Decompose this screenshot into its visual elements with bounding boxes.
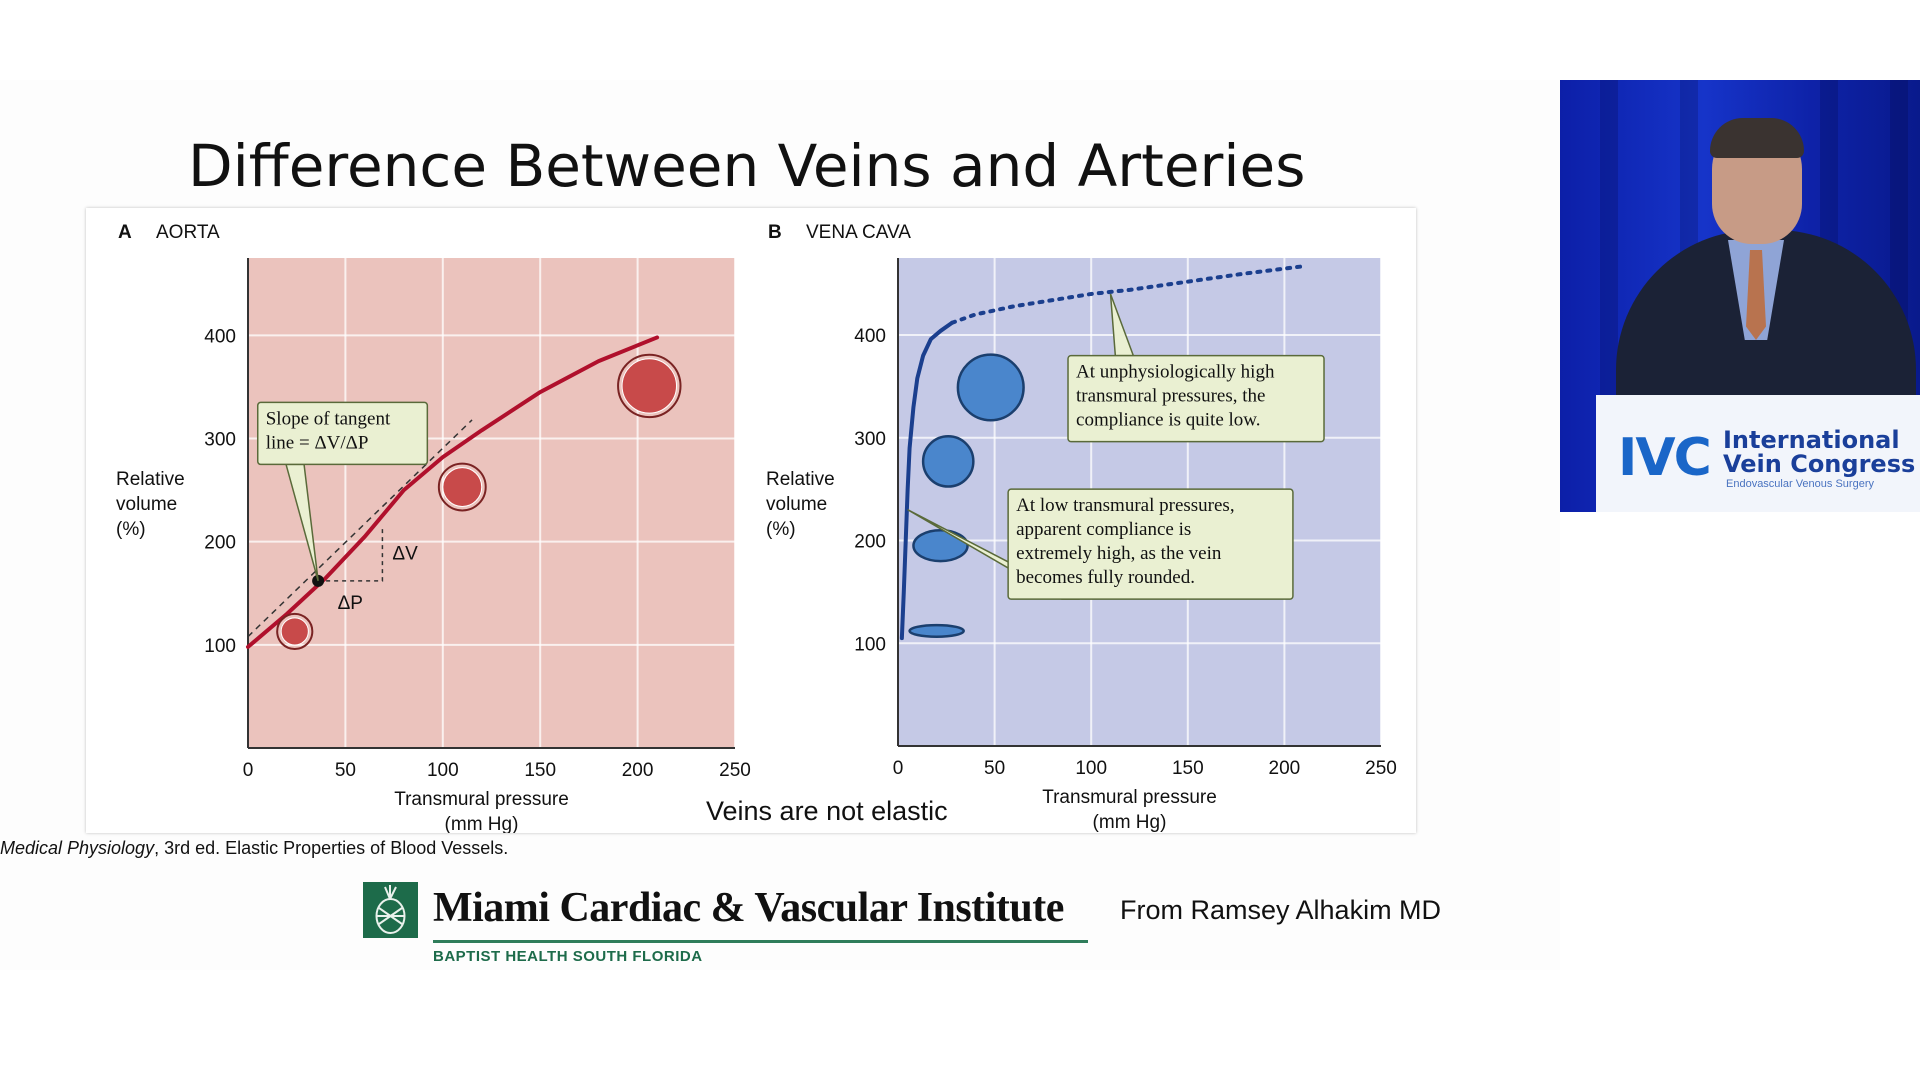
slide-note: Veins are not elastic (706, 796, 948, 826)
slide-credit: From Ramsey Alhakim MD (1120, 895, 1442, 925)
speaker-tie (1746, 250, 1766, 340)
congress-name-line1: International (1723, 426, 1900, 454)
vena-cava-x-tick-label: 100 (1075, 758, 1107, 779)
institute-subtitle: BAPTIST HEALTH SOUTH FLORIDA (433, 948, 703, 965)
aorta-volume-curve (246, 335, 660, 649)
vena-cava-callout-text: becomes fully rounded. (1016, 567, 1195, 588)
vena-cava-x-tick-label: 0 (893, 758, 904, 779)
aorta-x-tick-label: 150 (524, 760, 556, 781)
aorta-delta-triangle (318, 526, 384, 582)
aorta-y-tick-label: 300 (204, 430, 236, 451)
vena-cava-y-tick-label: 100 (854, 634, 886, 655)
aorta-x-tick-label: 200 (622, 760, 654, 781)
institute-logo: Miami Cardiac & Vascular Institute BAPTI… (363, 880, 1088, 970)
aorta-vessel-cross-section (437, 462, 487, 512)
aorta-y-axis-label: (%) (116, 519, 146, 540)
citation: Medical Physiology, 3rd ed. Elastic Prop… (0, 838, 508, 859)
aorta-tangent-line (247, 419, 473, 638)
vena-cava-y-axis-label: Relative (766, 469, 835, 490)
vena-cava-panel-title: VENA CAVA (806, 222, 911, 243)
aorta-callout-box (256, 401, 429, 466)
vena-cava-y-tick-label: 400 (854, 326, 886, 347)
vena-cava-vessel-cross-section (956, 353, 1025, 422)
vena-cava-y-axis-label: volume (766, 494, 827, 515)
vena-cava-vessel-cross-section (912, 528, 969, 563)
aorta-callout-text: Slope of tangent (266, 408, 391, 429)
vena-cava-vessel-cross-section (908, 623, 965, 638)
speaker-hair (1710, 118, 1804, 158)
vena-cava-y-tick-label: 300 (854, 429, 886, 450)
aorta-panel-title: AORTA (156, 222, 220, 243)
vena-cava-callout-text: At unphysiologically high (1076, 362, 1275, 383)
aorta-vessel-cross-section (442, 467, 483, 507)
vena-cava-callout-box (1067, 354, 1325, 443)
aorta-x-axis-unit: (mm Hg) (445, 814, 519, 833)
vena-cava-callout-text: compliance is quite low. (1076, 410, 1261, 431)
citation-book: Medical Physiology (0, 838, 155, 858)
congress-tagline: Endovascular Venous Surgery (1726, 478, 1874, 490)
vena-cava-x-tick-label: 50 (984, 758, 1005, 779)
slide-title: Difference Between Veins and Arteries (188, 132, 1306, 200)
aorta-x-tick-label: 50 (335, 760, 356, 781)
aorta-y-tick-label: 400 (204, 326, 236, 347)
vena-cava-callout-text: At low transmural pressures, (1016, 495, 1234, 516)
congress-name-line2: Vein Congress (1723, 450, 1916, 478)
aorta-delta-v-label: ΔV (392, 544, 418, 565)
vena-cava-volume-curve (899, 320, 955, 641)
institute-name: Miami Cardiac & Vascular Institute (433, 885, 1064, 931)
aorta-vessel-cross-section (617, 353, 682, 419)
ivc-mark: IVC (1618, 428, 1712, 488)
aorta-x-tick-label: 0 (243, 760, 254, 781)
podium (1596, 395, 1920, 512)
aorta-callout-text: line = ΔV/ΔP (266, 432, 369, 453)
vena-cava-volume-curve (950, 264, 1306, 325)
aorta-vessel-cross-section (621, 358, 678, 414)
vena-cava-x-tick-label: 250 (1365, 758, 1397, 779)
vena-cava-callout-box (1007, 488, 1294, 600)
aorta-panel-letter: A (118, 222, 132, 243)
aorta-x-axis-label: Transmural pressure (394, 789, 569, 810)
citation-detail: , 3rd ed. Elastic Properties of Blood Ve… (154, 838, 509, 858)
pineapple-icon (363, 882, 418, 938)
aorta-y-axis-label: Relative (116, 469, 185, 490)
vena-cava-x-tick-label: 150 (1172, 758, 1204, 779)
speaker-video: IVC International Vein Congress Endovasc… (1560, 80, 1920, 512)
vena-cava-vessel-cross-section (921, 435, 975, 488)
aorta-y-tick-label: 100 (204, 636, 236, 657)
aorta-vessel-cross-section (276, 612, 314, 651)
logo-rule (433, 940, 1088, 943)
aorta-plot-area (248, 258, 735, 748)
physiology-figure: 0 50 100 150 200 250 100 200 300 400 A AORTA Relativ… (116, 222, 1397, 833)
aorta-x-tick-label: 250 (719, 760, 751, 781)
vena-cava-callout-text: extremely high, as the vein (1016, 543, 1222, 564)
aorta-vessel-cross-section (280, 617, 309, 646)
aorta-y-axis-label: volume (116, 494, 177, 515)
vena-cava-y-axis-label: (%) (766, 519, 796, 540)
vena-cava-x-axis-label: Transmural pressure (1042, 787, 1217, 808)
vena-cava-callout-text: apparent compliance is (1016, 519, 1191, 540)
vena-cava-x-tick-label: 200 (1269, 758, 1301, 779)
aorta-delta-p-label: ΔP (338, 593, 363, 614)
vena-cava-x-axis-unit: (mm Hg) (1093, 812, 1167, 833)
aorta-x-tick-label: 100 (427, 760, 459, 781)
vena-cava-y-tick-label: 200 (854, 532, 886, 553)
vena-cava-callout-text: transmural pressures, the (1076, 386, 1265, 407)
figure-panels: 0 50 100 150 200 250 100 200 300 400 A AORTA Relativ… (86, 208, 1416, 833)
aorta-y-tick-label: 200 (204, 533, 236, 554)
vena-cava-panel-letter: B (768, 222, 782, 243)
